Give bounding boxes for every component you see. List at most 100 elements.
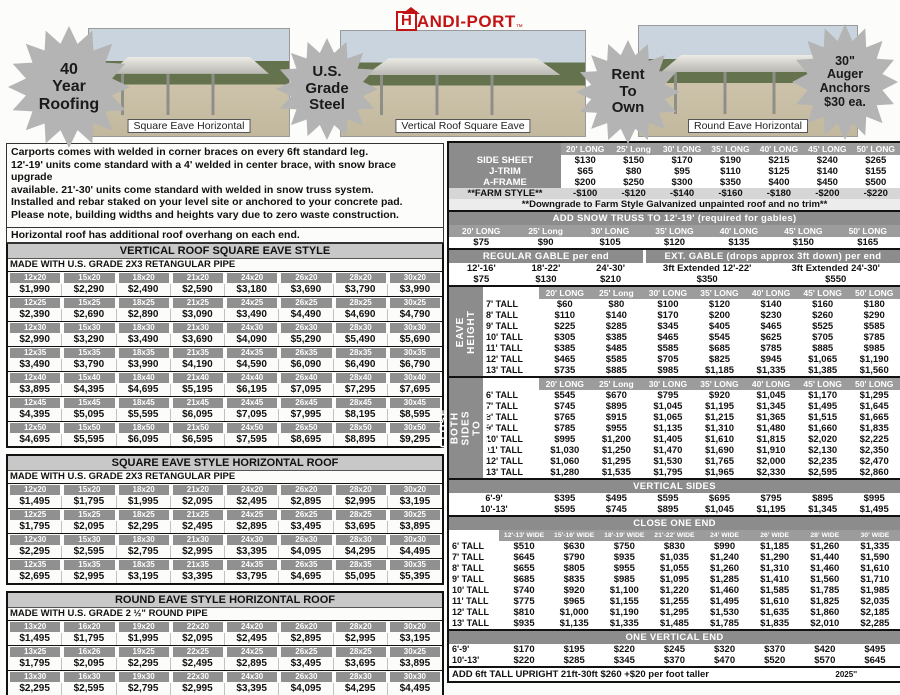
price-cell: $305 xyxy=(554,332,576,343)
badge-line: To xyxy=(619,82,637,100)
size-cell: 13x30 xyxy=(10,672,61,682)
price-cell: $1,710 xyxy=(860,574,890,585)
price-cell: $2,285 xyxy=(860,618,890,629)
price-cell: $1,260 xyxy=(710,563,740,574)
price-cell: $990 xyxy=(713,541,736,552)
top-banner: Square Eave Horizontal Vertical Roof Squ… xyxy=(0,0,900,148)
length-header: 40' LONG xyxy=(751,288,791,298)
price-cell: $2,295 xyxy=(117,658,171,670)
accessory-label: J-TRIM xyxy=(449,166,561,177)
badge-line: $30 ea. xyxy=(824,94,866,109)
price-cell: $75 xyxy=(473,237,490,248)
row-values: $655 $805 $955 $1,055 $1,260 $1,310 $1,460 $1,6… xyxy=(499,563,900,574)
close-one-end-title: CLOSE ONE END xyxy=(449,517,900,530)
price-cell: $2,995 xyxy=(171,546,225,558)
size-price-group: 12x25 15x25 18x25 21x25 24x25 26x25 28x25 30x25… xyxy=(8,297,442,322)
size-cell: 24x50 xyxy=(227,423,278,433)
price-cell: $4,095 xyxy=(279,546,334,558)
length-header: 20' LONG xyxy=(545,288,584,298)
table-row: 10'-13' $595 $745 $895 $1,045 $1,195 $1,345 $1… xyxy=(449,504,900,515)
carport-legs-graphic xyxy=(673,72,823,114)
price-table-subtitle: MADE WITH U.S. GRADE 2X3 RETANGULAR PIPE xyxy=(8,259,442,272)
price-cell: $2,095 xyxy=(171,633,225,645)
price-cell: $2,350 xyxy=(859,445,889,456)
ext-gable-title: EXT. GABLE (drops approx 3ft down) per e… xyxy=(645,250,900,263)
price-cell: $4,395 xyxy=(62,384,117,396)
price-cell: $3,195 xyxy=(399,496,431,507)
table-row: 7' TALL $60 $80 $100 $120 $140 $160 $180 xyxy=(483,299,900,310)
row-label: 10'-13' xyxy=(480,504,508,514)
price-cell: $6,090 xyxy=(279,359,334,371)
price-cell: $385 xyxy=(554,343,576,354)
price-cell: $1,795 xyxy=(8,658,63,670)
price-cell: $2,495 xyxy=(171,521,225,533)
row-values: $995 $1,200 $1,405 $1,610 $1,815 $2,020 $2,225 xyxy=(539,434,900,445)
row-label: 12' TALL xyxy=(486,456,523,466)
close-both-sides-section: CLOSE BOTH SIDES TO GROUND 20' LONG 25' L… xyxy=(439,376,900,478)
size-row: 12x35 15x35 18x35 21x35 24x35 26x35 28x35 30x35 xyxy=(8,347,442,359)
price-cell: $1,345 xyxy=(808,504,838,515)
price-cell: $125 xyxy=(768,166,790,177)
size-price-group: 12x20 15x20 18x20 21x20 24x20 26x20 28x20 30x20… xyxy=(8,484,442,509)
close-one-end-rows: 6' TALL $510 $630 $750 $830 $990 $1,185 $1,260… xyxy=(449,541,900,629)
price-row: $1,495 $1,795 $1,995 $2,095 $2,495 $2,895 $2,9… xyxy=(8,496,442,508)
intro-paragraph: Carports comes with welded in corner bra… xyxy=(11,146,439,221)
size-cell: 21x30 xyxy=(172,535,223,545)
intro-line: Installed and rebar staked on your level… xyxy=(11,196,403,208)
row-values: $220 $285 $345 $370 $470 $520 $570 $645 xyxy=(499,655,900,666)
width-header-row: 12'-13' WIDE 15'-16' WIDE 18'-19' WIDE 21'-… xyxy=(499,530,900,541)
price-cell: $1,045 xyxy=(653,401,683,412)
logo-trademark: ™ xyxy=(515,24,523,31)
size-cell: 28x30 xyxy=(335,323,386,333)
size-cell: 26x35 xyxy=(281,560,332,570)
row-values: $385 $485 $585 $685 $785 $885 $985 xyxy=(539,343,900,354)
close-one-end-section: CLOSE ONE END 12'-13' WIDE 15'-16' WIDE 18… xyxy=(449,515,900,629)
price-table-body: 12x20 15x20 18x20 21x20 24x20 26x20 28x20 30x20… xyxy=(8,272,442,446)
size-cell: 21x25 xyxy=(172,298,223,308)
price-cell: $2,895 xyxy=(225,521,280,533)
carport-roof-graphic xyxy=(109,56,269,74)
price-cell: $1,495 xyxy=(8,633,63,645)
price-cell: $1,310 xyxy=(704,423,735,434)
price-cell: $110 xyxy=(554,310,576,321)
price-cell: $220 xyxy=(613,644,635,655)
size-cell: 18x20 xyxy=(118,485,169,495)
row-values: $60 $80 $100 $120 $140 $160 $180 xyxy=(539,299,900,310)
intro-line: Carports comes with welded in corner bra… xyxy=(11,146,369,158)
size-row: 13x25 16x26 19x25 22x25 24x25 26x25 28x25 30x25 xyxy=(8,646,442,658)
gables-section: REGULAR GABLE per end EXT. GABLE (drops … xyxy=(449,248,900,285)
price-cell: $200 xyxy=(708,310,731,321)
price-cell: $5,395 xyxy=(399,571,431,582)
price-cell: $2,795 xyxy=(117,683,171,695)
size-cell: 18x30 xyxy=(118,535,169,545)
price-cell: $2,290 xyxy=(62,284,117,296)
table-row: 11' TALL $775 $965 $1,155 $1,255 $1,495 $1,61… xyxy=(449,596,900,607)
gable-columns: 12'-16' 18'-22' 24'-30' 3ft Extended 12'-22… xyxy=(449,263,900,274)
table-row: 10' TALL $995 $1,200 $1,405 $1,610 $1,815 $2,… xyxy=(483,434,900,445)
price-cell: $230 xyxy=(760,310,782,321)
price-cell: $2,010 xyxy=(810,618,840,629)
price-cell: $765 xyxy=(554,412,576,423)
length-header: 50' LONG xyxy=(855,288,894,298)
price-cell: $4,190 xyxy=(171,359,225,371)
price-cell: $1,240 xyxy=(710,552,740,563)
gable-column-label: 24'-30' xyxy=(596,263,625,274)
length-header: 40' LONG xyxy=(719,226,759,236)
price-cell: $795 xyxy=(657,390,679,401)
price-cell: $1,795 xyxy=(62,496,117,508)
accessory-row: A-FRAME $200 $250 $300 $350 $400 $450 $500 xyxy=(449,177,900,188)
price-row: $2,390 $2,690 $2,890 $3,090 $3,490 $4,490 $4,6… xyxy=(8,309,442,321)
length-header: 50' LONG xyxy=(855,379,894,389)
price-cell: $4,295 xyxy=(334,683,388,695)
table-row: 12' TALL $1,060 $1,295 $1,530 $1,765 $2,000 $… xyxy=(483,456,900,467)
price-cell: $1,440 xyxy=(810,552,840,563)
price-cell: -$180 xyxy=(766,188,792,199)
price-cell: $3,695 xyxy=(334,521,388,533)
width-header: 21'-22' WIDE xyxy=(654,532,695,539)
row-label: 11' TALL xyxy=(486,343,523,353)
price-row: $1,495 $1,795 $1,995 $2,095 $2,495 $2,895 $2,9… xyxy=(8,633,442,645)
price-cell: $2,895 xyxy=(225,658,280,670)
regular-gable-title: REGULAR GABLE per end xyxy=(449,250,643,263)
price-cell: $2,495 xyxy=(225,633,280,645)
price-cell: $830 xyxy=(663,541,685,552)
